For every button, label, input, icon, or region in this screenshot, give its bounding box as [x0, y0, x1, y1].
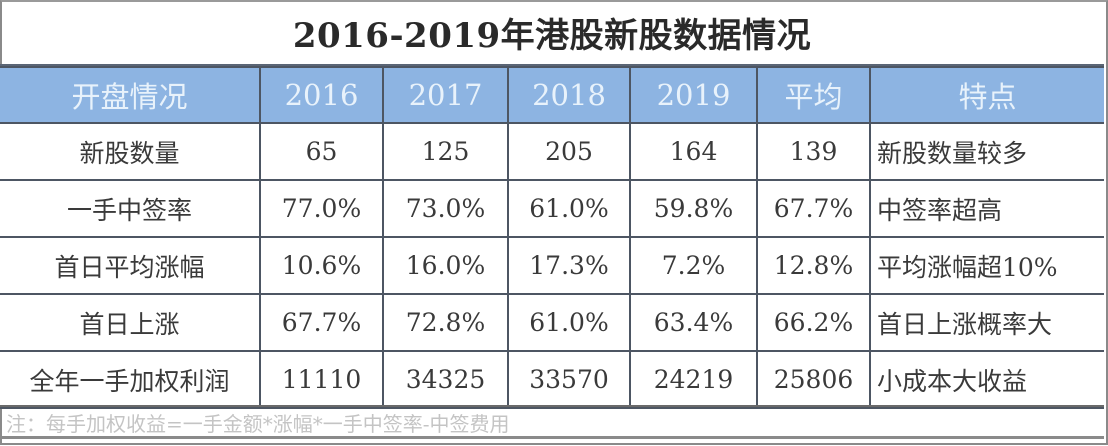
row-label: 一手中签率	[0, 179, 261, 238]
cell-feature: 平均涨幅超10%	[869, 236, 1104, 295]
cell-average: 12.8%	[756, 236, 871, 295]
header-feature: 特点	[869, 66, 1104, 124]
table-row: 首日上涨 67.7% 72.8% 61.0% 63.4% 66.2% 首日上涨概…	[0, 293, 1104, 352]
cell-2018: 205	[507, 122, 631, 181]
row-label: 首日上涨	[0, 293, 261, 352]
cell-2018: 33570	[507, 350, 631, 409]
cell-feature: 首日上涨概率大	[869, 293, 1104, 352]
table-row: 全年一手加权利润 11110 34325 33570 24219 25806 小…	[0, 350, 1104, 409]
footnote: 注：每手加权收益=一手金额*涨幅*一手中签率-中签费用	[0, 405, 1104, 439]
header-average: 平均	[756, 66, 871, 124]
cell-2016: 11110	[259, 350, 384, 409]
cell-average: 67.7%	[756, 179, 871, 238]
table-row: 首日平均涨幅 10.6% 16.0% 17.3% 7.2% 12.8% 平均涨幅…	[0, 236, 1104, 295]
header-2016: 2016	[259, 66, 384, 124]
cell-feature: 小成本大收益	[869, 350, 1104, 409]
row-label: 全年一手加权利润	[0, 350, 261, 409]
cell-2019: 59.8%	[629, 179, 758, 238]
row-label: 新股数量	[0, 122, 261, 181]
cell-average: 139	[756, 122, 871, 181]
header-2017: 2017	[382, 66, 509, 124]
cell-average: 25806	[756, 350, 871, 409]
cell-2016: 77.0%	[259, 179, 384, 238]
cell-2019: 164	[629, 122, 758, 181]
header-2019: 2019	[629, 66, 758, 124]
header-category: 开盘情况	[0, 66, 261, 124]
cell-2019: 7.2%	[629, 236, 758, 295]
table-title: 2016-2019年港股新股数据情况	[0, 0, 1104, 66]
cell-2017: 16.0%	[382, 236, 509, 295]
table-row: 一手中签率 77.0% 73.0% 61.0% 59.8% 67.7% 中签率超…	[0, 179, 1104, 238]
cell-2019: 24219	[629, 350, 758, 409]
cell-2016: 65	[259, 122, 384, 181]
header-2018: 2018	[507, 66, 631, 124]
table-row: 新股数量 65 125 205 164 139 新股数量较多	[0, 122, 1104, 181]
cell-2019: 63.4%	[629, 293, 758, 352]
cell-2018: 61.0%	[507, 293, 631, 352]
cell-2017: 73.0%	[382, 179, 509, 238]
cell-2018: 61.0%	[507, 179, 631, 238]
cell-2017: 34325	[382, 350, 509, 409]
cell-feature: 新股数量较多	[869, 122, 1104, 181]
cell-2018: 17.3%	[507, 236, 631, 295]
hk-ipo-data-table: 开盘情况 2016 2017 2018 2019 平均 特点 新股数量 65 1…	[0, 66, 1104, 409]
cell-average: 66.2%	[756, 293, 871, 352]
cell-2016: 67.7%	[259, 293, 384, 352]
row-label: 首日平均涨幅	[0, 236, 261, 295]
cell-feature: 中签率超高	[869, 179, 1104, 238]
cell-2016: 10.6%	[259, 236, 384, 295]
cell-2017: 125	[382, 122, 509, 181]
cell-2017: 72.8%	[382, 293, 509, 352]
header-row: 开盘情况 2016 2017 2018 2019 平均 特点	[0, 66, 1104, 124]
